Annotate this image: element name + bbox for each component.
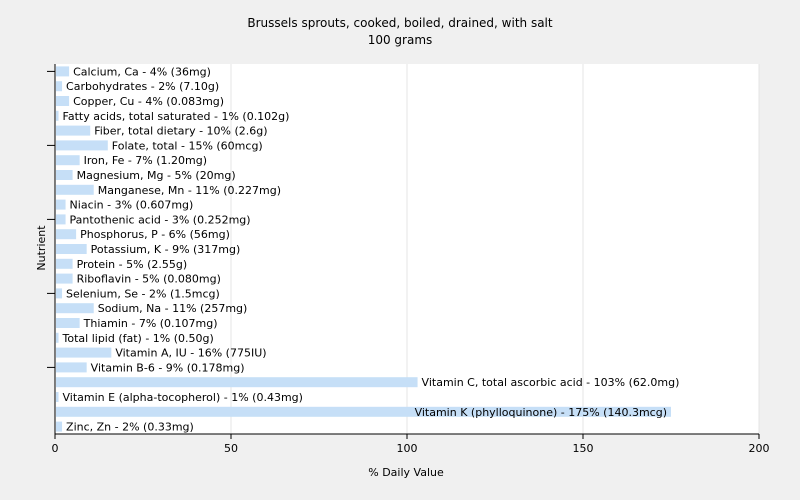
bar xyxy=(56,377,418,388)
bar-label: Manganese, Mn - 11% (0.227mg) xyxy=(98,184,281,197)
bar xyxy=(56,347,112,358)
x-tick-label: 50 xyxy=(224,442,238,455)
bar xyxy=(56,184,94,195)
bar-label: Riboflavin - 5% (0.080mg) xyxy=(77,273,221,286)
bar xyxy=(56,244,87,254)
bar xyxy=(56,406,671,417)
bar-label: Calcium, Ca - 4% (36mg) xyxy=(73,65,211,78)
x-axis-label: % Daily Value xyxy=(368,466,444,479)
x-tick-label: 200 xyxy=(749,442,770,455)
x-tick-label: 150 xyxy=(573,442,594,455)
bar xyxy=(56,96,70,106)
bar-label: Vitamin K (phylloquinone) - 175% (140.3m… xyxy=(415,406,667,419)
bar-label: Pantothenic acid - 3% (0.252mg) xyxy=(70,213,251,226)
bar xyxy=(56,332,59,343)
x-tick-label: 0 xyxy=(52,442,59,455)
bar xyxy=(56,392,59,402)
bar xyxy=(56,288,63,299)
y-axis-label: Nutrient xyxy=(35,225,48,271)
bar-label: Sodium, Na - 11% (257mg) xyxy=(98,302,248,315)
bar-label: Iron, Fe - 7% (1.20mg) xyxy=(84,154,207,167)
x-tick-label: 100 xyxy=(397,442,418,455)
bar xyxy=(56,110,59,121)
bar xyxy=(56,199,66,210)
bar xyxy=(56,303,94,314)
grid-lines xyxy=(55,64,760,434)
bar xyxy=(56,140,108,151)
bar xyxy=(56,66,70,77)
bar-label: Fiber, total dietary - 10% (2.6g) xyxy=(94,125,267,138)
bar-label: Selenium, Se - 2% (1.5mcg) xyxy=(66,287,220,300)
bar xyxy=(56,214,66,225)
bar-label: Fatty acids, total saturated - 1% (0.102… xyxy=(63,110,290,123)
bar xyxy=(56,258,73,269)
bar xyxy=(56,81,63,92)
bar-label: Copper, Cu - 4% (0.083mg) xyxy=(73,95,224,108)
axes: 0 50 100 150 200 xyxy=(47,64,770,455)
bar-label: Folate, total - 15% (60mcg) xyxy=(112,139,263,152)
bar xyxy=(56,362,87,373)
bar-label: Niacin - 3% (0.607mg) xyxy=(70,199,194,212)
chart-title: Brussels sprouts, cooked, boiled, draine… xyxy=(247,16,553,30)
bar xyxy=(56,273,73,284)
bar xyxy=(56,318,80,328)
chart-subtitle: 100 grams xyxy=(368,33,433,47)
bar-label: Thiamin - 7% (0.107mg) xyxy=(83,317,218,330)
bar xyxy=(56,125,91,136)
bar-label: Protein - 5% (2.55g) xyxy=(77,258,188,271)
bar-label: Vitamin C, total ascorbic acid - 103% (6… xyxy=(422,376,680,389)
bar-label: Carbohydrates - 2% (7.10g) xyxy=(66,80,219,93)
bar-label: Total lipid (fat) - 1% (0.50g) xyxy=(62,332,214,345)
bar-label: Potassium, K - 9% (317mg) xyxy=(91,243,241,256)
bar-label: Vitamin E (alpha-tocopherol) - 1% (0.43m… xyxy=(63,391,303,404)
bars: Calcium, Ca - 4% (36mg) Carbohydrates - 2… xyxy=(56,65,680,434)
bar xyxy=(56,229,77,240)
bar-label: Vitamin B-6 - 9% (0.178mg) xyxy=(91,361,245,374)
bar-label: Phosphorus, P - 6% (56mg) xyxy=(80,228,230,241)
bar xyxy=(56,155,80,166)
bar xyxy=(56,421,63,432)
bar-label: Vitamin A, IU - 16% (775IU) xyxy=(115,347,266,360)
bar-label: Zinc, Zn - 2% (0.33mg) xyxy=(66,421,194,434)
bar-label: Magnesium, Mg - 5% (20mg) xyxy=(77,169,236,182)
bar xyxy=(56,170,73,180)
